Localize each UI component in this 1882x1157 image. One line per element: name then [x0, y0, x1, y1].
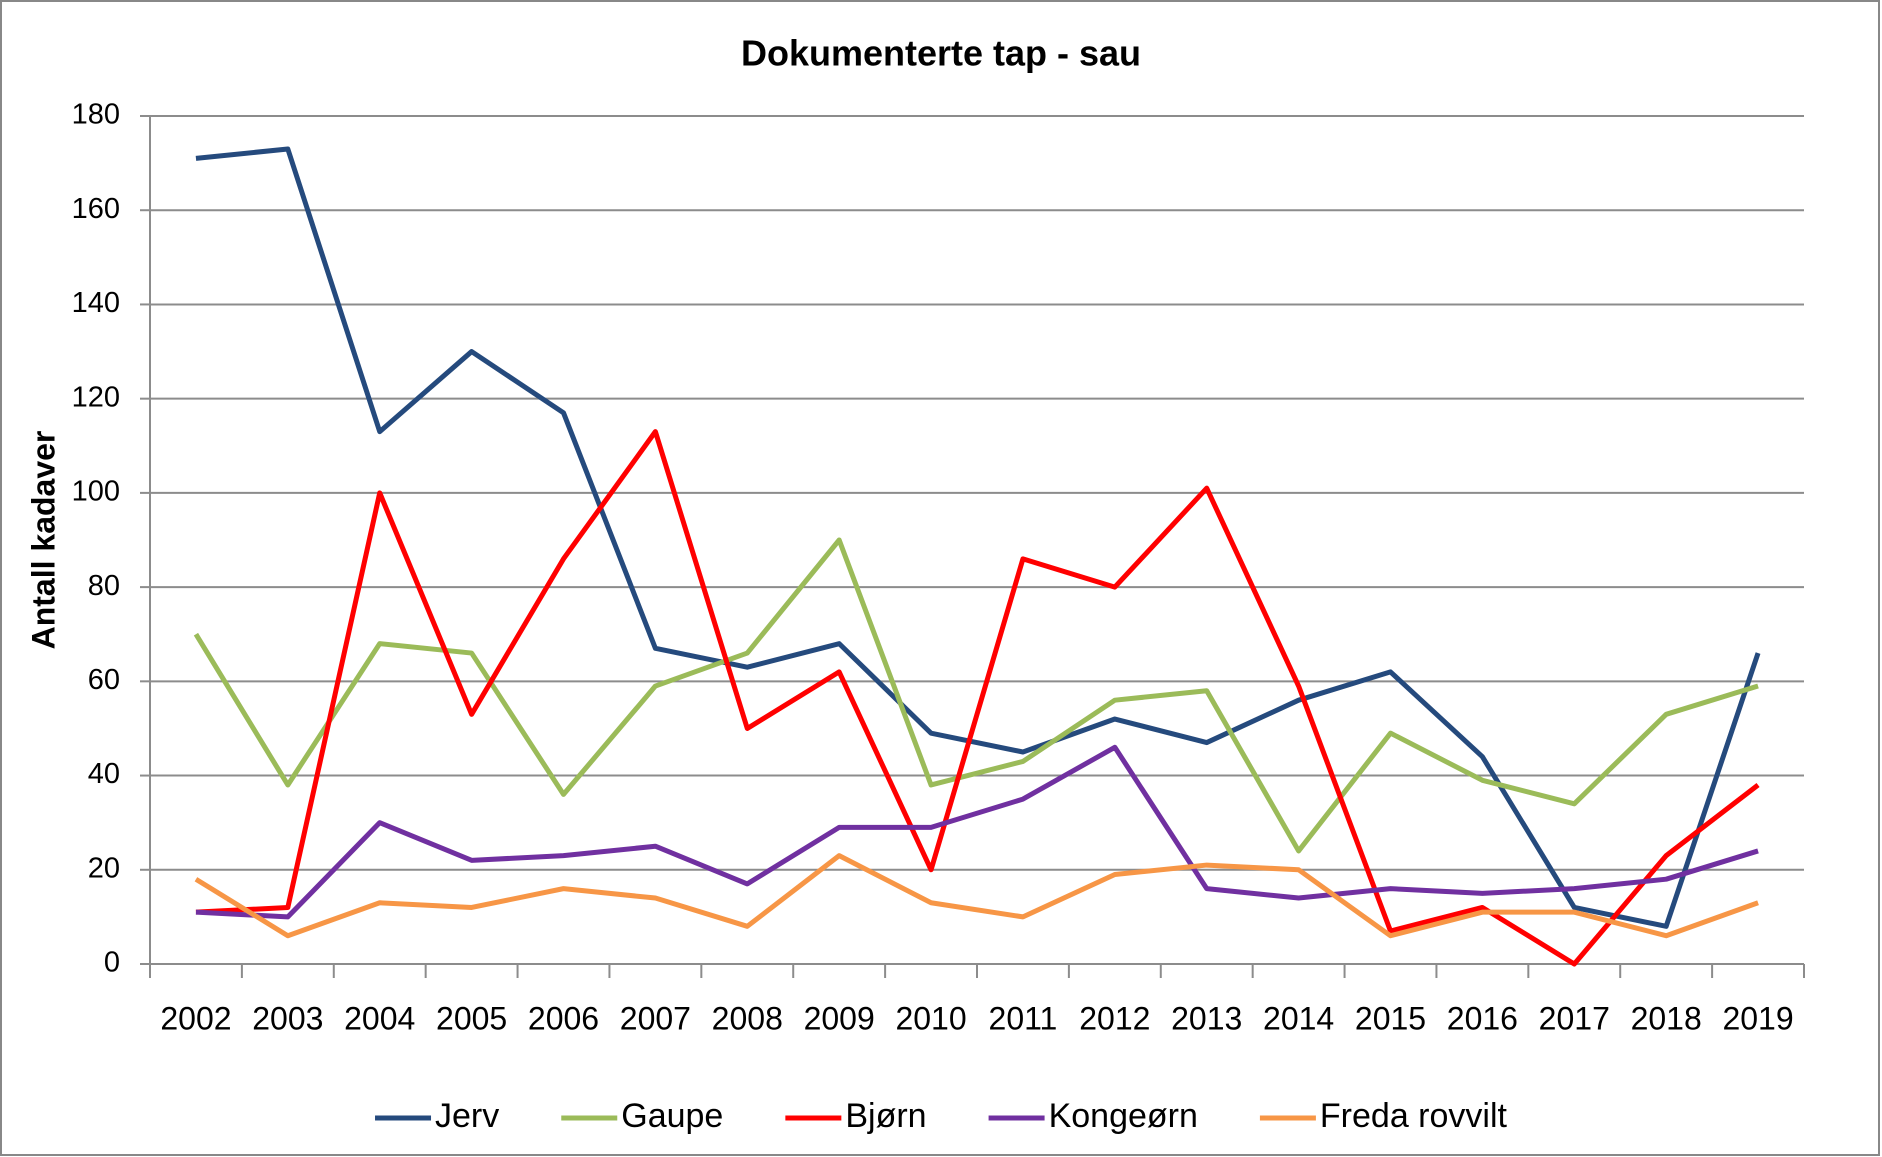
- x-tick-label: 2015: [1355, 1000, 1426, 1036]
- x-tick-label: 2009: [804, 1000, 875, 1036]
- x-tick-label: 2016: [1447, 1000, 1518, 1036]
- y-tick-label: 20: [88, 852, 120, 884]
- chart-title: Dokumenterte tap - sau: [741, 33, 1141, 74]
- y-tick-label: 40: [88, 758, 120, 790]
- x-tick-label: 2005: [436, 1000, 507, 1036]
- x-tick-label: 2002: [160, 1000, 231, 1036]
- y-tick-label: 120: [72, 381, 120, 413]
- y-tick-label: 180: [72, 99, 120, 131]
- y-axis-label: Antall kadaver: [25, 431, 61, 650]
- y-tick-label: 60: [88, 664, 120, 696]
- legend-label: Jerv: [435, 1097, 499, 1135]
- x-tick-label: 2014: [1263, 1000, 1334, 1036]
- legend-label: Gaupe: [621, 1097, 723, 1135]
- y-tick-label: 80: [88, 570, 120, 602]
- y-tick-label: 0: [104, 947, 120, 979]
- x-tick-label: 2011: [989, 1000, 1058, 1036]
- legend-label: Bjørn: [845, 1097, 926, 1135]
- x-tick-label: 2019: [1722, 1000, 1793, 1036]
- x-tick-label: 2010: [895, 1000, 966, 1036]
- x-tick-label: 2007: [620, 1000, 691, 1036]
- series-line: [194, 853, 1759, 939]
- series-line: [195, 744, 1759, 920]
- series-line: [193, 537, 1759, 854]
- y-tick-label: 100: [72, 476, 120, 508]
- x-tick-label: 2017: [1539, 1000, 1610, 1036]
- legend-label: Freda rovvilt: [1320, 1097, 1508, 1135]
- x-tick-label: 2013: [1171, 1000, 1242, 1036]
- x-tick-label: 2018: [1631, 1000, 1702, 1036]
- x-tick-label: 2003: [252, 1000, 323, 1036]
- x-tick-label: 2008: [712, 1000, 783, 1036]
- series-line: [195, 429, 1760, 967]
- y-tick-label: 140: [72, 287, 120, 319]
- x-tick-label: 2006: [528, 1000, 599, 1036]
- legend-label: Kongeørn: [1049, 1097, 1198, 1135]
- y-tick-label: 160: [72, 193, 120, 225]
- x-tick-label: 2004: [344, 1000, 415, 1036]
- x-tick-label: 2012: [1079, 1000, 1150, 1036]
